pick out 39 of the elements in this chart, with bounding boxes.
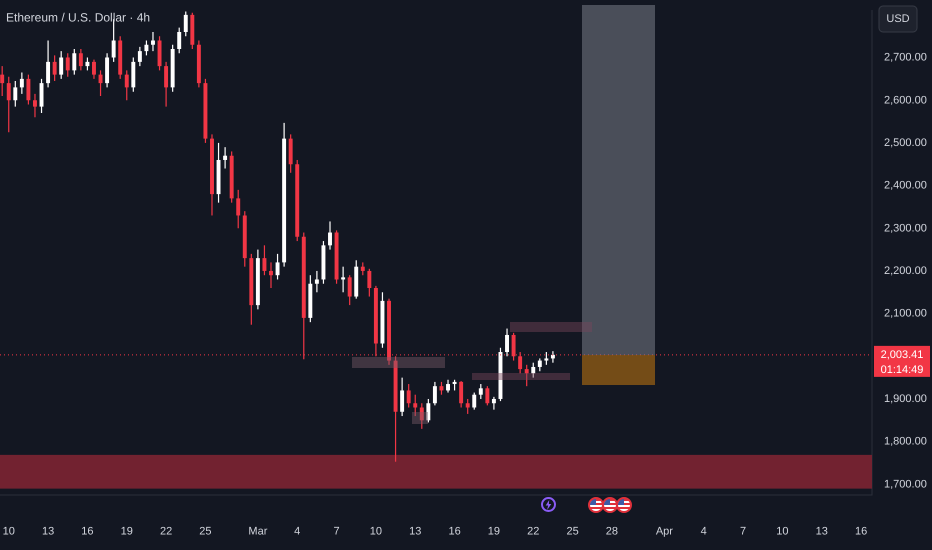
x-tick-label: 4 [294, 526, 300, 538]
ref-line-label: 2,003.41 [880, 348, 924, 361]
candlestick [0, 66, 4, 96]
y-tick-label: 2,600.00 [884, 94, 927, 106]
x-tick-label: 16 [448, 526, 461, 538]
x-tick-label: Mar [248, 526, 268, 538]
x-tick-label: 13 [42, 526, 54, 538]
chart-title: Ethereum / U.S. Dollar · 4h [6, 10, 150, 24]
x-tick-label: 10 [776, 526, 789, 538]
x-tick-label: 16 [81, 526, 94, 538]
y-tick-label: 1,800.00 [884, 436, 927, 448]
candlestick [524, 364, 529, 386]
x-tick-label: 19 [120, 526, 133, 538]
y-axis-title: USD [886, 13, 910, 26]
x-tick-label: 7 [334, 526, 340, 538]
x-tick-label: Apr [656, 526, 674, 538]
x-tick-label: 4 [700, 526, 707, 538]
x-tick-label: 13 [816, 526, 828, 538]
x-tick-label: 25 [199, 526, 212, 538]
y-tick-label: 2,400.00 [884, 180, 927, 192]
x-tick-label: 22 [160, 526, 172, 538]
x-tick-label: 28 [606, 526, 618, 538]
y-tick-label: 1,900.00 [884, 393, 927, 406]
y-tick-label: 1,700.00 [884, 478, 927, 490]
x-tick-label: 19 [488, 526, 500, 538]
text: 01:14:49 [880, 364, 924, 376]
x-tick-label: 7 [740, 526, 746, 538]
x-tick-label: 10 [2, 526, 15, 538]
y-tick-label: 2,300.00 [884, 222, 927, 234]
y-tick-label: 2,700.00 [884, 52, 927, 64]
candlestick [413, 394, 418, 416]
y-tick-label: 2,100.00 [884, 308, 927, 320]
x-tick-label: 22 [527, 526, 540, 538]
x-tick-label: 10 [370, 526, 382, 538]
y-tick-label: 2,200.00 [884, 264, 927, 277]
y-tick-label: 2,500.00 [884, 136, 927, 149]
x-tick-label: 25 [566, 526, 579, 538]
x-tick-label: 16 [854, 526, 868, 538]
x-tick-label: 13 [409, 526, 422, 538]
